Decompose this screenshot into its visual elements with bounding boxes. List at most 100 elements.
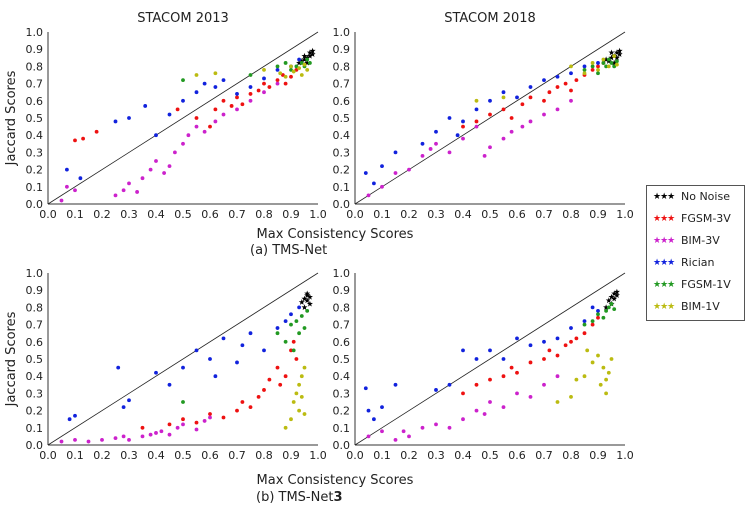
legend-label: BIM-1V <box>681 300 720 313</box>
data-point <box>167 432 172 437</box>
data-point <box>615 62 619 67</box>
data-point-star <box>304 297 311 304</box>
data-point <box>515 370 519 375</box>
data-point <box>181 422 185 427</box>
data-point <box>488 377 492 382</box>
data-point <box>582 67 587 72</box>
x-tick-label: 0.8 <box>562 449 580 462</box>
data-point <box>615 59 619 64</box>
x-tick-label: 0.5 <box>174 449 192 462</box>
series-bim-3v <box>366 98 573 198</box>
data-point <box>297 305 301 310</box>
x-tick-label: 0.1 <box>66 208 84 221</box>
data-point <box>167 112 172 117</box>
y-tick-label: 0.6 <box>333 336 351 349</box>
legend-item-fgsm-1v: ★★★ FGSM-1V <box>653 278 731 291</box>
x-tick-label: 0.6 <box>508 449 526 462</box>
data-point <box>299 73 304 77</box>
data-point <box>555 400 560 404</box>
data-point <box>59 439 64 444</box>
x-tick-label: 0.1 <box>373 449 391 462</box>
data-point <box>407 434 411 439</box>
data-point <box>283 319 288 324</box>
data-point <box>542 382 546 387</box>
data-point <box>208 415 212 420</box>
data-point-star <box>613 292 620 298</box>
legend-marker-icon: ★★★ <box>653 213 675 224</box>
data-point <box>590 322 595 327</box>
data-point <box>528 343 533 348</box>
data-point <box>262 90 266 95</box>
data-point <box>501 357 506 361</box>
data-point <box>154 133 158 138</box>
data-point <box>596 312 600 317</box>
data-point <box>488 112 492 117</box>
data-point <box>482 412 487 416</box>
x-tick-label: 0.2 <box>93 449 111 462</box>
data-point <box>596 71 600 76</box>
y-tick-label: 0.8 <box>333 301 351 314</box>
data-point-star <box>616 51 623 57</box>
x-tick-label: 0.7 <box>228 449 246 462</box>
series-rician <box>65 57 301 181</box>
data-point <box>590 64 595 69</box>
data-point <box>612 54 617 58</box>
data-point <box>289 322 293 327</box>
legend-marker-icon: ★★★ <box>653 279 675 290</box>
data-point <box>294 319 299 324</box>
data-point-star <box>309 51 316 57</box>
y-tick-label: 1.0 <box>333 267 351 280</box>
chart-b-2013: 0.0 0.1 0.2 0.3 0.4 0.5 0.6 0.7 0.8 0.9 1.0 0.0 0.1 0… <box>4 267 327 462</box>
chart-a-2013: 0.0 0.1 0.2 0.3 0.4 0.5 0.6 0.7 0.8 0.9 1.0 0.0 0.1 0… <box>4 11 327 221</box>
data-point-star <box>304 290 311 297</box>
chart-title: STACOM 2018 <box>444 11 536 26</box>
data-point <box>121 405 126 410</box>
data-point <box>590 360 595 365</box>
data-point <box>175 425 180 430</box>
data-point <box>528 119 533 124</box>
y-tick-label: 0.6 <box>333 95 351 108</box>
data-point <box>509 116 514 120</box>
caption-b-text: (b) TMS-Net <box>256 490 334 505</box>
data-point <box>262 76 266 81</box>
data-point <box>294 67 299 72</box>
data-point <box>501 107 506 112</box>
y-tick-label: 0.8 <box>26 301 44 314</box>
data-point <box>380 184 384 189</box>
y-tick-label: 0.2 <box>26 405 44 418</box>
data-point-star <box>613 49 620 56</box>
data-point <box>221 98 226 103</box>
data-point <box>474 382 479 387</box>
data-point <box>488 348 492 353</box>
caption-b-bold: 3 <box>333 490 343 505</box>
data-point <box>294 64 299 69</box>
data-point <box>420 141 425 146</box>
x-tick-label: 0.9 <box>282 208 300 221</box>
data-point <box>248 331 253 336</box>
data-point-star <box>611 290 618 297</box>
series-no-noise <box>298 290 313 310</box>
data-point <box>582 331 587 336</box>
x-tick-label: 1.0 <box>309 449 327 462</box>
data-point <box>194 116 199 120</box>
data-point <box>590 61 595 65</box>
data-point <box>194 348 199 353</box>
data-point <box>582 319 587 324</box>
data-point-star <box>608 49 615 56</box>
data-point <box>194 90 199 95</box>
data-point-star <box>306 293 313 300</box>
data-point <box>305 308 310 313</box>
x-tick-label: 0.6 <box>508 208 526 221</box>
data-point <box>474 98 479 103</box>
data-point <box>474 124 479 129</box>
data-point <box>308 61 312 65</box>
data-point <box>420 425 425 430</box>
data-point <box>127 398 131 403</box>
data-point <box>65 167 69 172</box>
data-point-star <box>605 297 612 304</box>
data-point <box>434 422 438 427</box>
data-point <box>173 150 177 155</box>
x-tick-label: 0.2 <box>400 449 418 462</box>
data-point <box>515 95 519 100</box>
data-point <box>275 81 280 86</box>
